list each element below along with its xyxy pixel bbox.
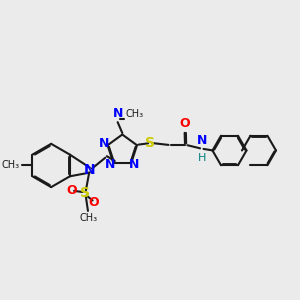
Text: S: S [80,186,90,200]
Text: O: O [67,184,77,197]
Text: N: N [99,137,109,150]
Text: N: N [84,163,96,177]
Text: CH₃: CH₃ [79,213,97,224]
Text: CH₃: CH₃ [2,160,20,170]
Text: H: H [197,153,206,163]
Text: N: N [196,134,207,147]
Text: N: N [129,158,140,172]
Text: N: N [105,158,115,172]
Text: N: N [112,107,123,120]
Text: CH₃: CH₃ [125,109,143,119]
Text: O: O [179,117,190,130]
Text: S: S [145,136,155,150]
Text: O: O [88,196,99,209]
